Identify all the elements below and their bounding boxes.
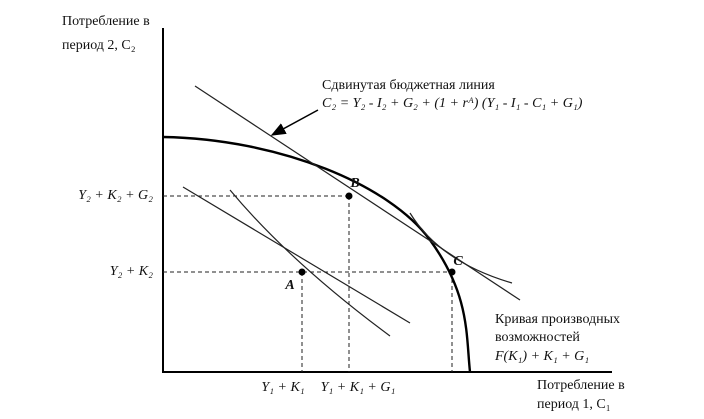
y-level-label: Y₂ + K₂ + G₂ (78, 188, 153, 203)
budget-line (194, 85, 521, 301)
x-axis-label: Потребление в (537, 378, 625, 393)
budget-line-a (182, 186, 411, 324)
indifference-curve-c (409, 212, 513, 284)
point-a (298, 268, 306, 276)
point-b (345, 192, 353, 200)
ppf-label: Кривая производных (495, 312, 620, 327)
ppf-label: F(K₁) + K₁ + G₁ (494, 349, 589, 364)
budget-line-title: Сдвинутая бюджетная линия (322, 78, 495, 93)
y-axis-label: Потребление в (62, 14, 150, 29)
x-axis-label: период 1, C₁ (537, 397, 611, 412)
indifference-curve-a (229, 189, 391, 337)
x-level-label: Y₁ + K₁ (261, 380, 304, 395)
point-label: B (349, 176, 359, 191)
point-label: C (453, 254, 463, 269)
point-c (448, 268, 456, 276)
y-level-label: Y₂ + K₂ (110, 264, 153, 279)
guide-lines (163, 195, 453, 372)
point-label: A (284, 278, 294, 293)
arrow (270, 109, 319, 136)
y-axis-label: период 2, C₂ (62, 38, 136, 53)
ppf-curve (162, 135, 472, 373)
x-level-label: Y₁ + K₁ + G₁ (321, 380, 396, 395)
budget-line-formula: C₂ = Y₂ - I₂ + G₂ + (1 + rᴬ) (Y₁ - I₁ - … (322, 96, 583, 111)
ppf-label: возможностей (495, 330, 580, 345)
